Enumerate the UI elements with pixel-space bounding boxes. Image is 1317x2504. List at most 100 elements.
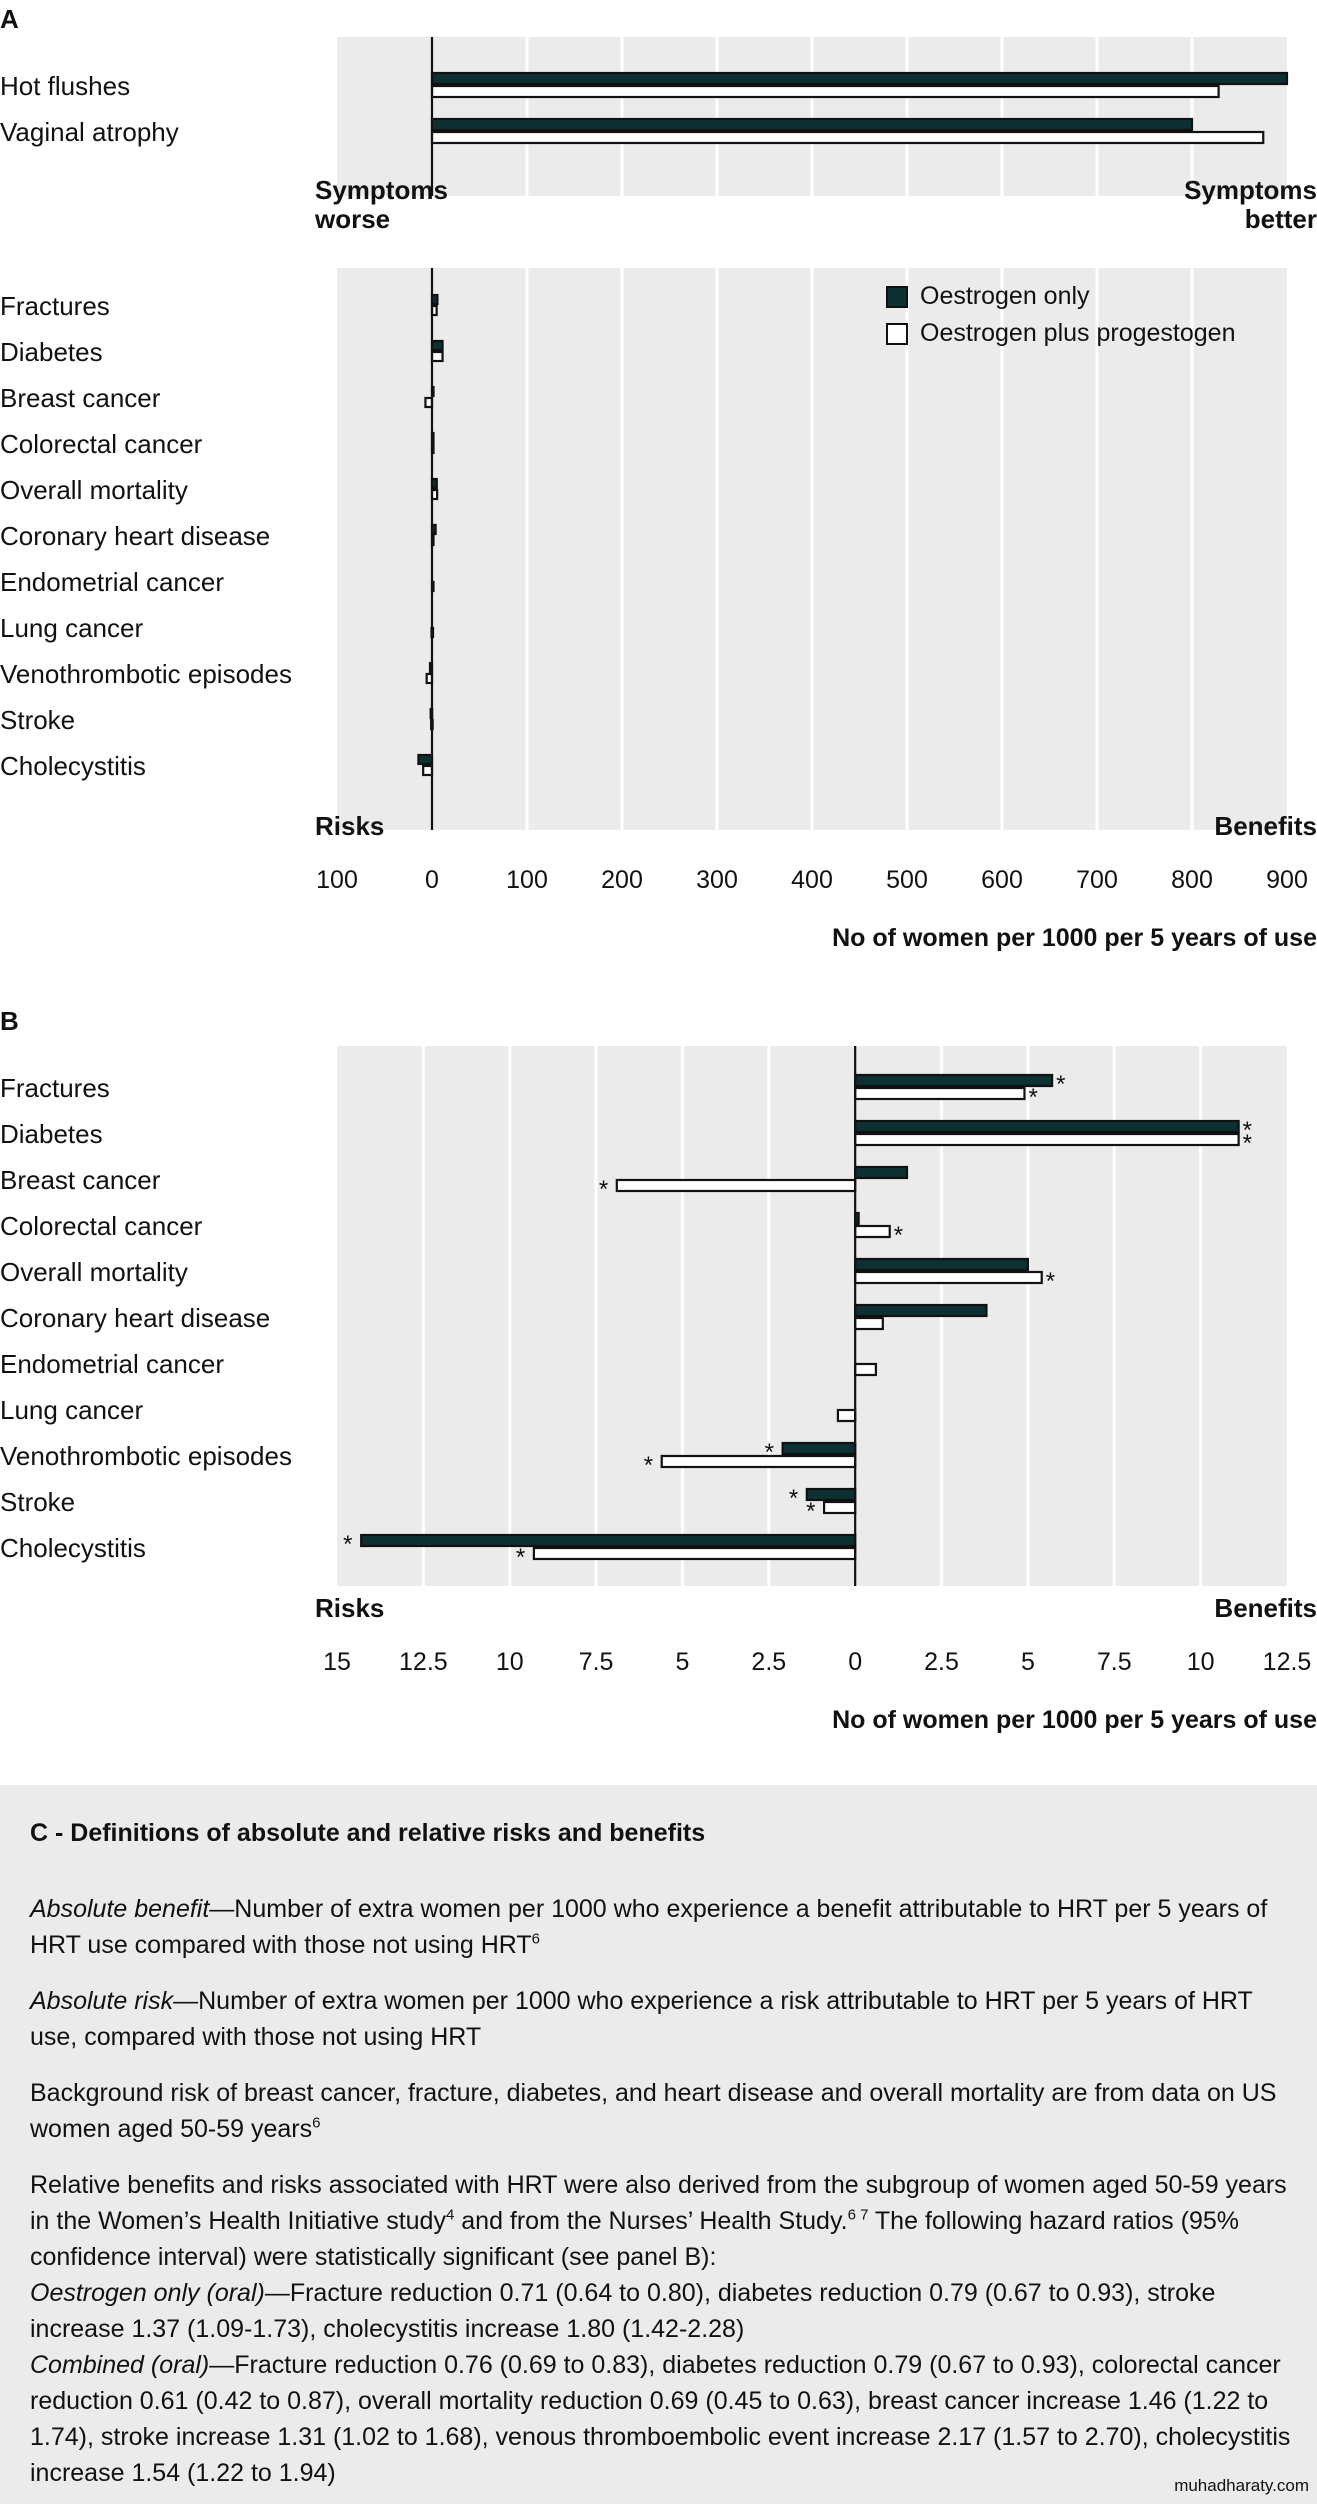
- bar-oestrogen-plus-progestogen: [854, 1132, 1240, 1147]
- background-risk-note: Background risk of breast cancer, fractu…: [30, 2075, 1300, 2147]
- absolute-risk-text: —Number of extra women per 1000 who expe…: [30, 1987, 1253, 2051]
- tick-label: 2.5: [924, 1648, 959, 1676]
- panel-a-risks-chart: Fractures Diabetes Breast cancer Colorectal…: [0, 268, 1287, 830]
- row-label: Fractures: [0, 291, 110, 321]
- reference-superscript: 4: [445, 2206, 455, 2224]
- symptoms-better-line1: Symptoms: [1184, 175, 1317, 205]
- symptoms-better-label: Symptoms better: [1184, 175, 1317, 235]
- significance-asterisk: *: [343, 1531, 352, 1558]
- bar-oestrogen-plus-progestogen: [854, 1224, 891, 1239]
- bar-oestrogen-plus-progestogen: [430, 350, 444, 363]
- row-label: Breast cancer: [0, 1165, 161, 1195]
- relative-text-1: Relative benefits and risks associated w…: [30, 2171, 1287, 2235]
- bar-oestrogen-plus-progestogen: [430, 130, 1265, 145]
- row-label: Diabetes: [0, 337, 103, 367]
- tick-label: 5: [1020, 1648, 1035, 1676]
- legend-swatch-open-icon: [886, 322, 908, 345]
- tick-label: 12.5: [399, 1648, 448, 1676]
- significance-asterisk: *: [806, 1498, 815, 1525]
- panel-b-chart: Fractures **Diabetes **Breast cancer *Color…: [0, 1046, 1287, 1586]
- row-label: Colorectal cancer: [0, 429, 203, 459]
- absolute-benefit-term: Absolute benefit: [30, 1895, 210, 1923]
- absolute-benefit-text: —Number of extra women per 1000 who expe…: [30, 1895, 1268, 1959]
- tick-label: 15: [323, 1648, 351, 1676]
- symptoms-better-line2: better: [1244, 204, 1317, 235]
- bar-oestrogen-plus-progestogen: [660, 1454, 857, 1469]
- legend-label: Oestrogen plus progestogen: [920, 319, 1236, 347]
- row-label: Lung cancer: [0, 613, 143, 643]
- legend-item-oestrogen-plus-progestogen: Oestrogen plus progestogen: [886, 315, 1236, 352]
- panel-b-benefits-label: Benefits: [1214, 1593, 1317, 1623]
- row-label: Venothrombotic episodes: [0, 1441, 292, 1471]
- tick-label: 300: [696, 866, 738, 894]
- significance-asterisk: *: [1243, 1117, 1252, 1144]
- row-label: Colorectal cancer: [0, 1211, 203, 1241]
- tick-label: 800: [1171, 866, 1213, 894]
- significance-asterisk: *: [765, 1439, 774, 1466]
- panel-c-definitions: C - Definitions of absolute and relative…: [0, 1785, 1317, 2504]
- bar-oestrogen-only: [854, 1119, 1240, 1134]
- panel-a-symptoms-chart: Hot flushes Vaginal atrophy: [0, 37, 1289, 196]
- panel-a-axis-title: No of women per 1000 per 5 years of use: [832, 924, 1317, 952]
- tick-label: 200: [601, 866, 643, 894]
- bar-oestrogen-plus-progestogen: [836, 1408, 857, 1423]
- tick-label: 7.5: [1096, 1648, 1132, 1676]
- bar-oestrogen-plus-progestogen: [615, 1178, 857, 1193]
- combined-ratios: —Fracture reduction 0.76 (0.69 to 0.83),…: [30, 2351, 1291, 2487]
- row-label: Venothrombotic episodes: [0, 659, 292, 689]
- significance-asterisk: *: [599, 1176, 608, 1203]
- bar-oestrogen-only: [430, 117, 1194, 132]
- tick-label: 600: [981, 866, 1023, 894]
- bar-oestrogen-plus-progestogen: [422, 764, 434, 777]
- tick-label: 5: [675, 1648, 690, 1676]
- significance-asterisk: *: [1028, 1084, 1037, 1111]
- row-label: Coronary heart disease: [0, 521, 270, 551]
- oestrogen-only-ratios: —Fracture reduction 0.71 (0.64 to 0.80),…: [30, 2279, 1216, 2343]
- panel-b-letter: B: [0, 1006, 19, 1036]
- reference-superscript: 6 7: [847, 2206, 869, 2224]
- relative-text-3: The following hazard ratios (95% confide…: [30, 2207, 1239, 2271]
- panel-a-risks-label: Risks: [315, 811, 385, 841]
- symptoms-worse-line1: Symptoms: [315, 175, 448, 205]
- row-label: Cholecystitis: [0, 751, 146, 781]
- bar-oestrogen-only: [430, 71, 1289, 86]
- row-label: Stroke: [0, 705, 75, 735]
- bar-oestrogen-plus-progestogen: [854, 1362, 878, 1377]
- tick-label: 100: [506, 866, 548, 894]
- legend-item-oestrogen-only: Oestrogen only: [886, 278, 1236, 315]
- bar-oestrogen-plus-progestogen: [854, 1316, 884, 1331]
- bar-oestrogen-only: [430, 339, 444, 352]
- bar-oestrogen-only: [360, 1533, 857, 1548]
- absolute-risk-definition: Absolute risk—Number of extra women per …: [30, 1983, 1300, 2055]
- row-label: Hot flushes: [0, 71, 130, 101]
- panel-b-axis-title: No of women per 1000 per 5 years of use: [832, 1706, 1317, 1734]
- symptoms-worse-label: Symptoms worse: [315, 175, 448, 234]
- row-label: Diabetes: [0, 1119, 103, 1149]
- row-label: Vaginal atrophy: [0, 117, 179, 147]
- row-label: Overall mortality: [0, 475, 188, 505]
- significance-asterisk: *: [1046, 1268, 1055, 1295]
- relative-risks-note: Relative benefits and risks associated w…: [30, 2167, 1300, 2491]
- tick-label: 0: [848, 1648, 863, 1676]
- tick-label: 2.5: [751, 1648, 787, 1676]
- legend-label: Oestrogen only: [920, 282, 1090, 310]
- tick-label: 700: [1076, 866, 1118, 894]
- panel-a-letter: A: [0, 4, 19, 34]
- tick-label: 500: [886, 866, 928, 894]
- panel-c-title: C - Definitions of absolute and relative…: [30, 1819, 706, 1847]
- row-label: Coronary heart disease: [0, 1303, 270, 1333]
- watermark: muhadharaty.com: [1174, 2476, 1309, 2495]
- tick-label: 7.5: [578, 1648, 614, 1676]
- bar-oestrogen-plus-progestogen: [854, 1270, 1043, 1285]
- significance-asterisk: *: [789, 1485, 798, 1512]
- row-label: Fractures: [0, 1073, 110, 1103]
- significance-asterisk: *: [1056, 1071, 1065, 1098]
- tick-label: 100: [316, 866, 358, 894]
- row-label: Stroke: [0, 1487, 75, 1517]
- significance-asterisk: *: [1243, 1130, 1252, 1157]
- bar-oestrogen-only: [854, 1303, 988, 1318]
- legend: Oestrogen only Oestrogen plus progestoge…: [886, 278, 1236, 352]
- tick-label: 0: [425, 866, 439, 894]
- background-risk-text: Background risk of breast cancer, fractu…: [30, 2079, 1277, 2143]
- bar-oestrogen-plus-progestogen: [430, 84, 1220, 99]
